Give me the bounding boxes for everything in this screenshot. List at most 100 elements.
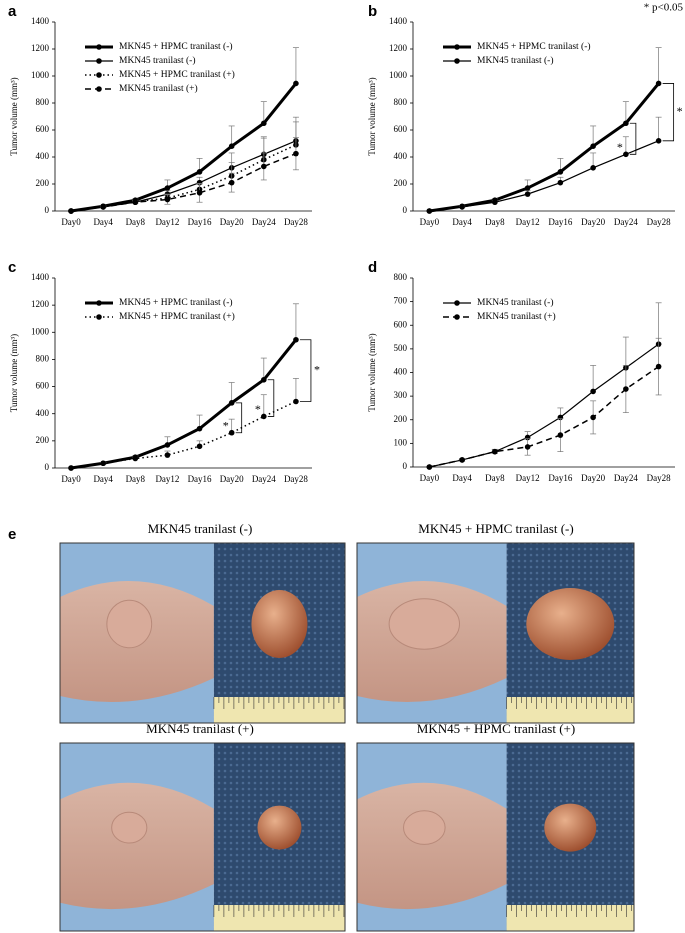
legend-label: MKN45 + HPMC tranilast (+) — [119, 311, 235, 322]
note: * p<0.05 — [644, 2, 684, 14]
marker — [164, 196, 171, 203]
x-tick-label: Day20 — [220, 217, 244, 227]
y-tick-label: 1400 — [389, 16, 408, 26]
significance-mark: * — [677, 104, 683, 118]
x-tick-label: Day0 — [61, 474, 81, 484]
ruler — [506, 905, 634, 931]
marker — [132, 455, 139, 462]
marker — [68, 208, 74, 214]
y-tick-label: 0 — [403, 461, 408, 471]
marker — [590, 143, 596, 149]
y-tick-label: 600 — [36, 124, 50, 134]
marker — [623, 386, 629, 392]
excised-tumor — [544, 803, 597, 852]
marker — [492, 448, 498, 455]
panel-letter: b — [368, 3, 377, 20]
marker — [228, 400, 235, 406]
significance-bracket — [299, 339, 312, 402]
legend-marker — [96, 314, 102, 320]
series-line — [70, 152, 297, 212]
legend-marker — [96, 86, 102, 92]
marker — [100, 460, 106, 467]
x-tick-label: Day12 — [516, 217, 540, 227]
significance-bracket — [662, 83, 675, 142]
y-tick-label: 200 — [36, 435, 50, 445]
ruler — [213, 905, 345, 931]
x-tick-label: Day12 — [155, 217, 179, 227]
panel-letter: e — [8, 526, 16, 543]
series-line — [429, 365, 660, 468]
y-axis-title: Tumor volume (mm³) — [367, 333, 377, 411]
y-tick-label: 800 — [36, 97, 50, 107]
significance-mark: * — [314, 362, 320, 376]
panel-letter: a — [8, 3, 17, 20]
y-tick-label: 1200 — [31, 43, 50, 53]
marker — [261, 376, 267, 383]
x-tick-label: Day0 — [61, 217, 81, 227]
marker — [590, 414, 596, 421]
marker — [293, 398, 299, 405]
y-tick-label: 1000 — [31, 326, 50, 336]
marker — [196, 189, 203, 196]
panel-letter: c — [8, 259, 16, 276]
marker — [557, 169, 564, 175]
marker — [524, 191, 531, 197]
x-tick-label: Day16 — [188, 474, 212, 484]
legend-label: MKN45 tranilast (-) — [477, 297, 554, 308]
marker — [426, 464, 433, 470]
x-tick-label: Day28 — [284, 217, 308, 227]
y-tick-label: 400 — [394, 151, 408, 161]
marker — [590, 165, 596, 171]
x-tick-label: Day4 — [452, 473, 472, 483]
marker — [426, 208, 433, 214]
excised-tumor — [257, 805, 302, 850]
x-tick-label: Day4 — [93, 474, 113, 484]
y-tick-label: 400 — [36, 151, 50, 161]
marker — [228, 429, 235, 436]
marker — [164, 452, 171, 458]
photo-frame — [356, 742, 635, 932]
x-tick-label: Day8 — [485, 217, 505, 227]
marker — [164, 185, 171, 191]
marker — [293, 336, 299, 343]
marker — [459, 204, 465, 210]
series-line — [429, 82, 660, 213]
legend-marker — [454, 58, 460, 64]
series-line — [70, 144, 297, 212]
series-line — [429, 140, 659, 212]
significance-bracket — [629, 122, 637, 155]
y-tick-label: 1000 — [389, 70, 408, 80]
y-tick-label: 500 — [394, 343, 408, 353]
x-tick-label: Day24 — [252, 474, 276, 484]
y-tick-label: 0 — [45, 462, 50, 472]
legend-marker — [454, 44, 460, 50]
x-tick-label: Day12 — [516, 473, 540, 483]
x-tick-label: Day4 — [452, 217, 472, 227]
panel-letter: d — [368, 259, 377, 276]
series-line — [429, 343, 659, 468]
marker — [655, 138, 662, 144]
x-tick-label: Day4 — [93, 217, 113, 227]
x-tick-label: Day24 — [614, 473, 638, 483]
legend-label: MKN45 tranilast (-) — [119, 55, 196, 66]
legend-label: MKN45 tranilast (+) — [477, 311, 556, 322]
y-tick-label: 600 — [36, 381, 50, 391]
marker — [228, 179, 235, 186]
excised-tumor — [251, 590, 308, 658]
mouse-tumor — [106, 599, 153, 649]
marker — [196, 443, 203, 450]
mouse-body — [60, 782, 214, 910]
photo-frame — [59, 742, 346, 932]
legend-marker — [454, 314, 460, 320]
series-line — [70, 338, 298, 470]
legend-marker — [96, 44, 102, 50]
marker — [132, 199, 139, 206]
x-tick-label: Day16 — [188, 217, 212, 227]
x-tick-label: Day8 — [126, 217, 146, 227]
y-tick-label: 100 — [394, 437, 408, 447]
x-tick-label: Day28 — [284, 474, 308, 484]
photo-caption: MKN45 + HPMC tranilast (-) — [418, 521, 573, 536]
photo-caption: MKN45 + HPMC tranilast (+) — [417, 721, 575, 736]
